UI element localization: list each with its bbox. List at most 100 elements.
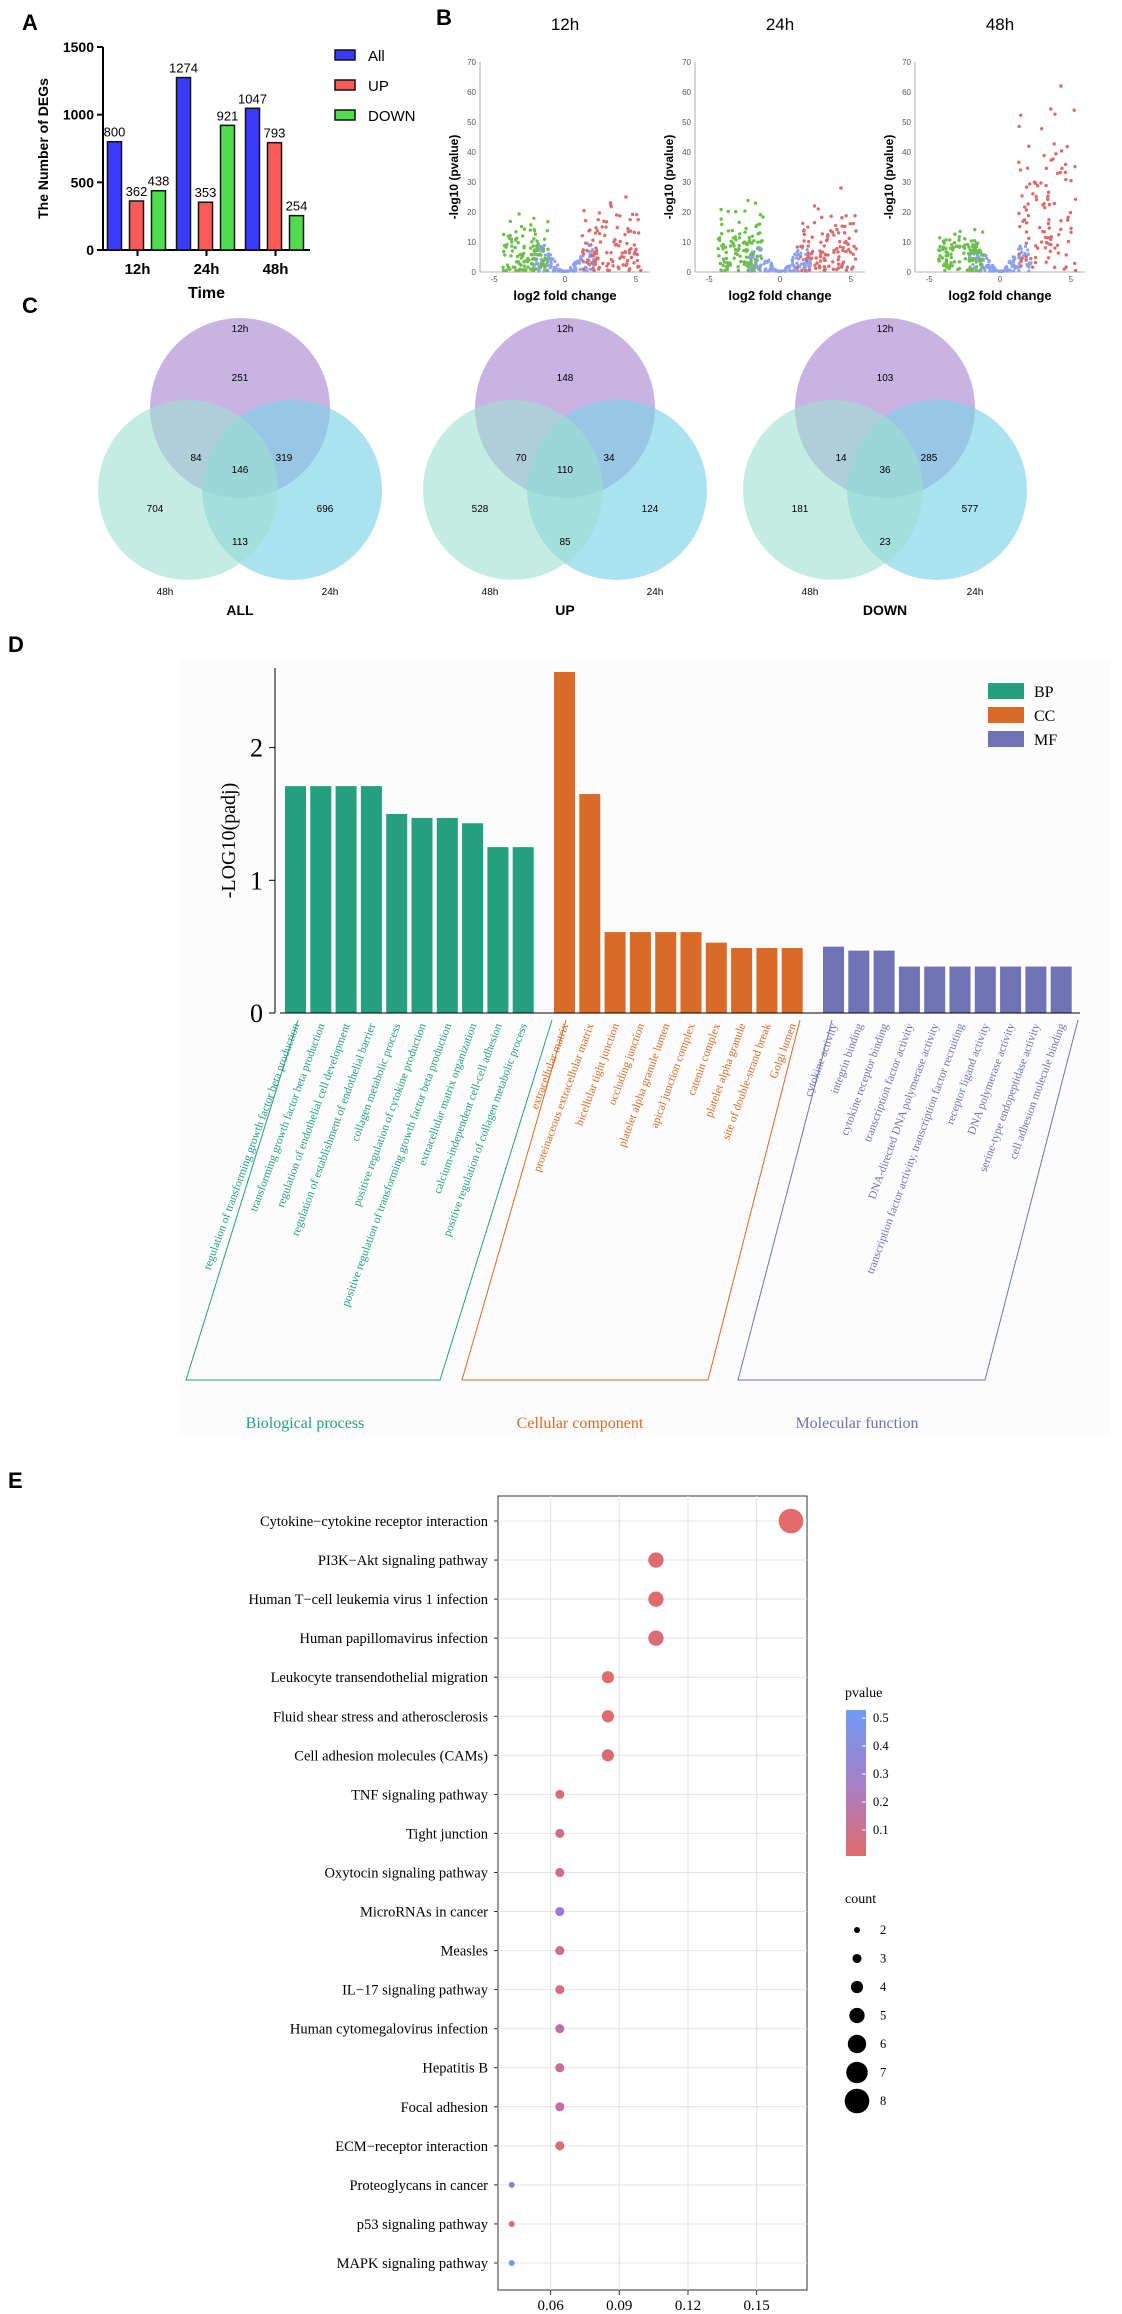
volcano-point-up — [1031, 192, 1035, 196]
volcano-point-down — [501, 265, 505, 270]
volcano-point-ns — [549, 264, 553, 268]
pathway-label: Focal adhesion — [401, 2100, 489, 2116]
volcano-point-ns — [1010, 264, 1014, 269]
color-legend-title: pvalue — [845, 1686, 882, 1701]
pathway-label: TNF signaling pathway — [351, 1787, 489, 1803]
volcano-point-down — [938, 245, 942, 249]
volcano-point-down — [736, 265, 740, 269]
color-tick-label: 0.2 — [873, 1795, 889, 1809]
volcano-point-down — [750, 234, 755, 238]
volcano-point-up — [851, 252, 855, 256]
venn-count: 110 — [557, 465, 573, 476]
volcano-point-up — [840, 216, 844, 220]
volcano-point-ns — [791, 263, 795, 267]
panel-label-e: E — [8, 1468, 23, 1493]
volcano-point-up — [603, 233, 607, 238]
volcano-point-up — [1017, 211, 1021, 216]
volcano-point-up — [635, 212, 639, 217]
volcano-point-down — [509, 254, 513, 258]
volcano-point-down — [546, 247, 550, 252]
volcano-point-down — [742, 248, 746, 253]
volcano-point-ns — [801, 258, 805, 262]
volcano-point-down — [731, 242, 736, 246]
volcano-point-down — [531, 244, 535, 248]
go-bar-mf — [873, 950, 895, 1013]
venn-title: ALL — [226, 602, 254, 618]
color-tick-label: 0.5 — [873, 1711, 889, 1725]
volcano-point-up — [629, 229, 633, 233]
pathway-dot — [601, 1749, 614, 1762]
pathway-dot — [555, 2102, 565, 2112]
volcano-point-up — [612, 240, 616, 244]
volcano-point-ns — [763, 269, 767, 273]
volcano-point-down — [743, 230, 747, 234]
volcano-point-down — [756, 232, 760, 236]
volcano-point-up — [844, 214, 848, 218]
panel-label-a: A — [22, 10, 38, 35]
pathway-dot — [555, 1867, 565, 1878]
volcano-point-ns — [799, 251, 803, 255]
volcano-point-up — [1029, 256, 1033, 261]
y-tick-label: 2 — [250, 734, 263, 763]
volcano-point-up — [1064, 177, 1068, 182]
volcano-point-down — [505, 263, 510, 267]
volcano-point-up — [615, 225, 619, 230]
volcano-point-down — [749, 252, 753, 256]
size-legend-label: 2 — [880, 1923, 886, 1937]
volcano-point-up — [581, 259, 585, 263]
pathway-dot — [601, 1671, 614, 1684]
legend-label: DOWN — [368, 108, 416, 125]
color-tick-label: 0.4 — [873, 1739, 889, 1753]
y-tick-label: 10 — [682, 238, 691, 247]
volcano-point-up — [1039, 181, 1043, 185]
volcano-point-down — [957, 235, 961, 239]
y-axis-title: -log10 (pvalue) — [662, 135, 676, 220]
x-tick-label: 5 — [634, 275, 639, 284]
volcano-point-down — [974, 260, 978, 264]
volcano-point-ns — [574, 268, 578, 272]
size-legend-dot — [849, 2007, 865, 2024]
volcano-point-up — [1063, 162, 1068, 167]
venn-count: 251 — [232, 373, 249, 384]
volcano-point-up — [1062, 267, 1066, 271]
volcano-point-down — [530, 257, 535, 261]
volcano-point-down — [941, 239, 946, 243]
group-label: Cellular component — [517, 1415, 644, 1432]
volcano-point-ns — [546, 264, 550, 268]
volcano-point-down — [957, 260, 962, 264]
volcano-point-up — [1024, 241, 1029, 245]
volcano-point-down — [728, 244, 733, 248]
volcano-point-up — [1055, 243, 1060, 247]
volcano-point-up — [1069, 230, 1073, 235]
volcano-point-up — [591, 238, 595, 242]
volcano-point-up — [1021, 219, 1025, 223]
volcano-point-up — [605, 251, 609, 255]
legend-swatch — [988, 731, 1024, 747]
volcano-point-down — [965, 268, 970, 272]
volcano-point-down — [718, 261, 723, 266]
volcano-point-up — [820, 232, 824, 236]
volcano-point-down — [513, 265, 517, 270]
go-bar-cc — [554, 671, 575, 1013]
volcano-point-up — [594, 249, 599, 253]
volcano-point-ns — [1020, 250, 1024, 254]
volcano-point-down — [522, 227, 527, 231]
volcano-point-down — [755, 254, 759, 259]
volcano-point-ns — [1026, 252, 1030, 256]
venn-set-label: 12h — [232, 324, 249, 335]
volcano-point-ns — [788, 269, 792, 273]
volcano-point-up — [1059, 219, 1063, 223]
bar-value-label: 800 — [104, 125, 126, 140]
bar-down — [150, 189, 167, 251]
y-tick-label: 1000 — [63, 107, 94, 123]
volcano-point-up — [838, 245, 842, 249]
volcano-point-down — [970, 268, 975, 273]
go-bar-cc — [579, 794, 601, 1013]
volcano-point-up — [607, 268, 612, 273]
pathway-label: MAPK signaling pathway — [337, 2256, 489, 2272]
volcano-point-ns — [773, 269, 777, 273]
volcano-point-down — [950, 242, 954, 247]
volcano-point-up — [1064, 253, 1068, 257]
volcano-point-ns — [1023, 251, 1027, 255]
volcano-point-up — [801, 221, 805, 225]
